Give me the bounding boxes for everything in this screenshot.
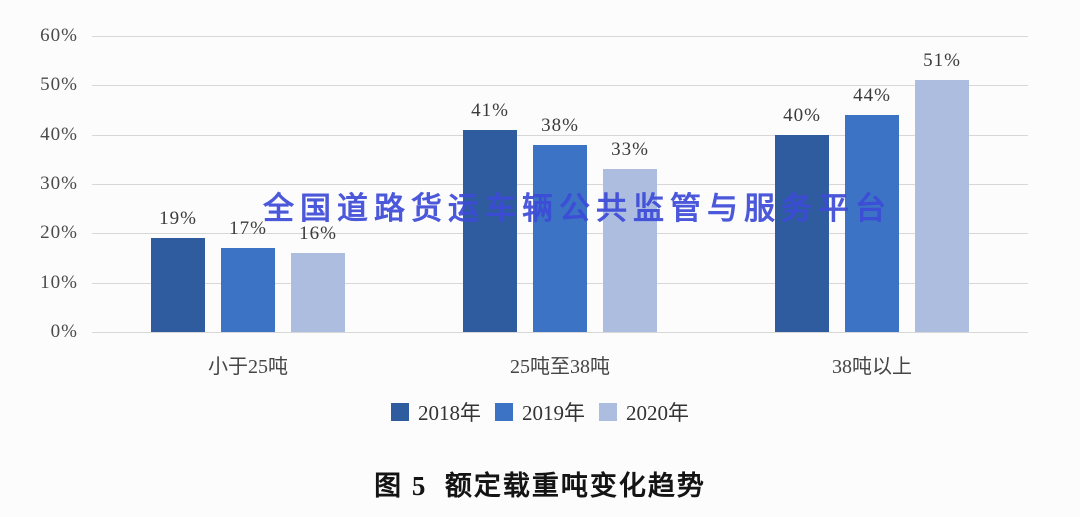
legend-swatch-icon	[495, 403, 513, 421]
y-tick-label: 30%	[40, 173, 78, 194]
y-tick-label: 50%	[40, 74, 78, 96]
bar-2020年-38吨以上	[915, 80, 969, 332]
legend-item-2019年: 2019年	[495, 397, 585, 427]
x-category-label: 25吨至38吨	[510, 356, 610, 378]
y-tick-label: 10%	[40, 271, 78, 293]
bar-value-label: 44%	[853, 84, 891, 106]
bar-value-label: 33%	[611, 139, 649, 161]
bar-value-label: 51%	[923, 50, 961, 72]
legend-item-2018年: 2018年	[391, 397, 481, 427]
bar-2020年-小于25吨	[291, 253, 345, 332]
plot-area	[92, 36, 1028, 333]
legend-item-2020年: 2020年	[599, 397, 689, 427]
legend: 2018年 2019年 2020年	[0, 397, 1080, 427]
bar-value-label: 17%	[229, 218, 267, 240]
legend-label: 2020年	[626, 401, 689, 425]
bar-2019年-38吨以上	[845, 114, 899, 332]
legend-swatch-icon	[599, 403, 617, 421]
legend-label: 2019年	[522, 401, 585, 425]
y-tick-label: 60%	[40, 25, 78, 46]
bar-value-label: 41%	[471, 99, 509, 121]
y-tick-label: 0%	[50, 321, 78, 342]
y-tick-label: 40%	[40, 123, 78, 145]
gridline-40	[92, 134, 1028, 136]
bar-value-label: 38%	[541, 114, 579, 136]
gridline-60	[92, 36, 1028, 37]
bar-value-label: 19%	[159, 208, 197, 230]
bar-value-label: 16%	[299, 223, 337, 245]
bar-2018年-25吨至38吨	[463, 129, 517, 332]
bar-value-label: 40%	[783, 104, 821, 126]
bar-2018年-小于25吨	[151, 238, 205, 332]
gridline-50	[92, 85, 1028, 87]
legend-label: 2018年	[418, 401, 481, 425]
bar-2019年-25吨至38吨	[533, 144, 587, 332]
bar-2019年-小于25吨	[221, 248, 275, 332]
x-category-label: 38吨以上	[832, 356, 912, 378]
bar-2020年-25吨至38吨	[603, 169, 657, 332]
figure-caption: 图 5 额定载重吨变化趋势	[374, 471, 706, 501]
gridline-0	[92, 332, 1028, 333]
x-category-label: 小于25吨	[208, 356, 288, 378]
bar-2018年-38吨以上	[775, 134, 829, 332]
y-tick-label: 20%	[40, 222, 78, 244]
legend-swatch-icon	[391, 403, 409, 421]
